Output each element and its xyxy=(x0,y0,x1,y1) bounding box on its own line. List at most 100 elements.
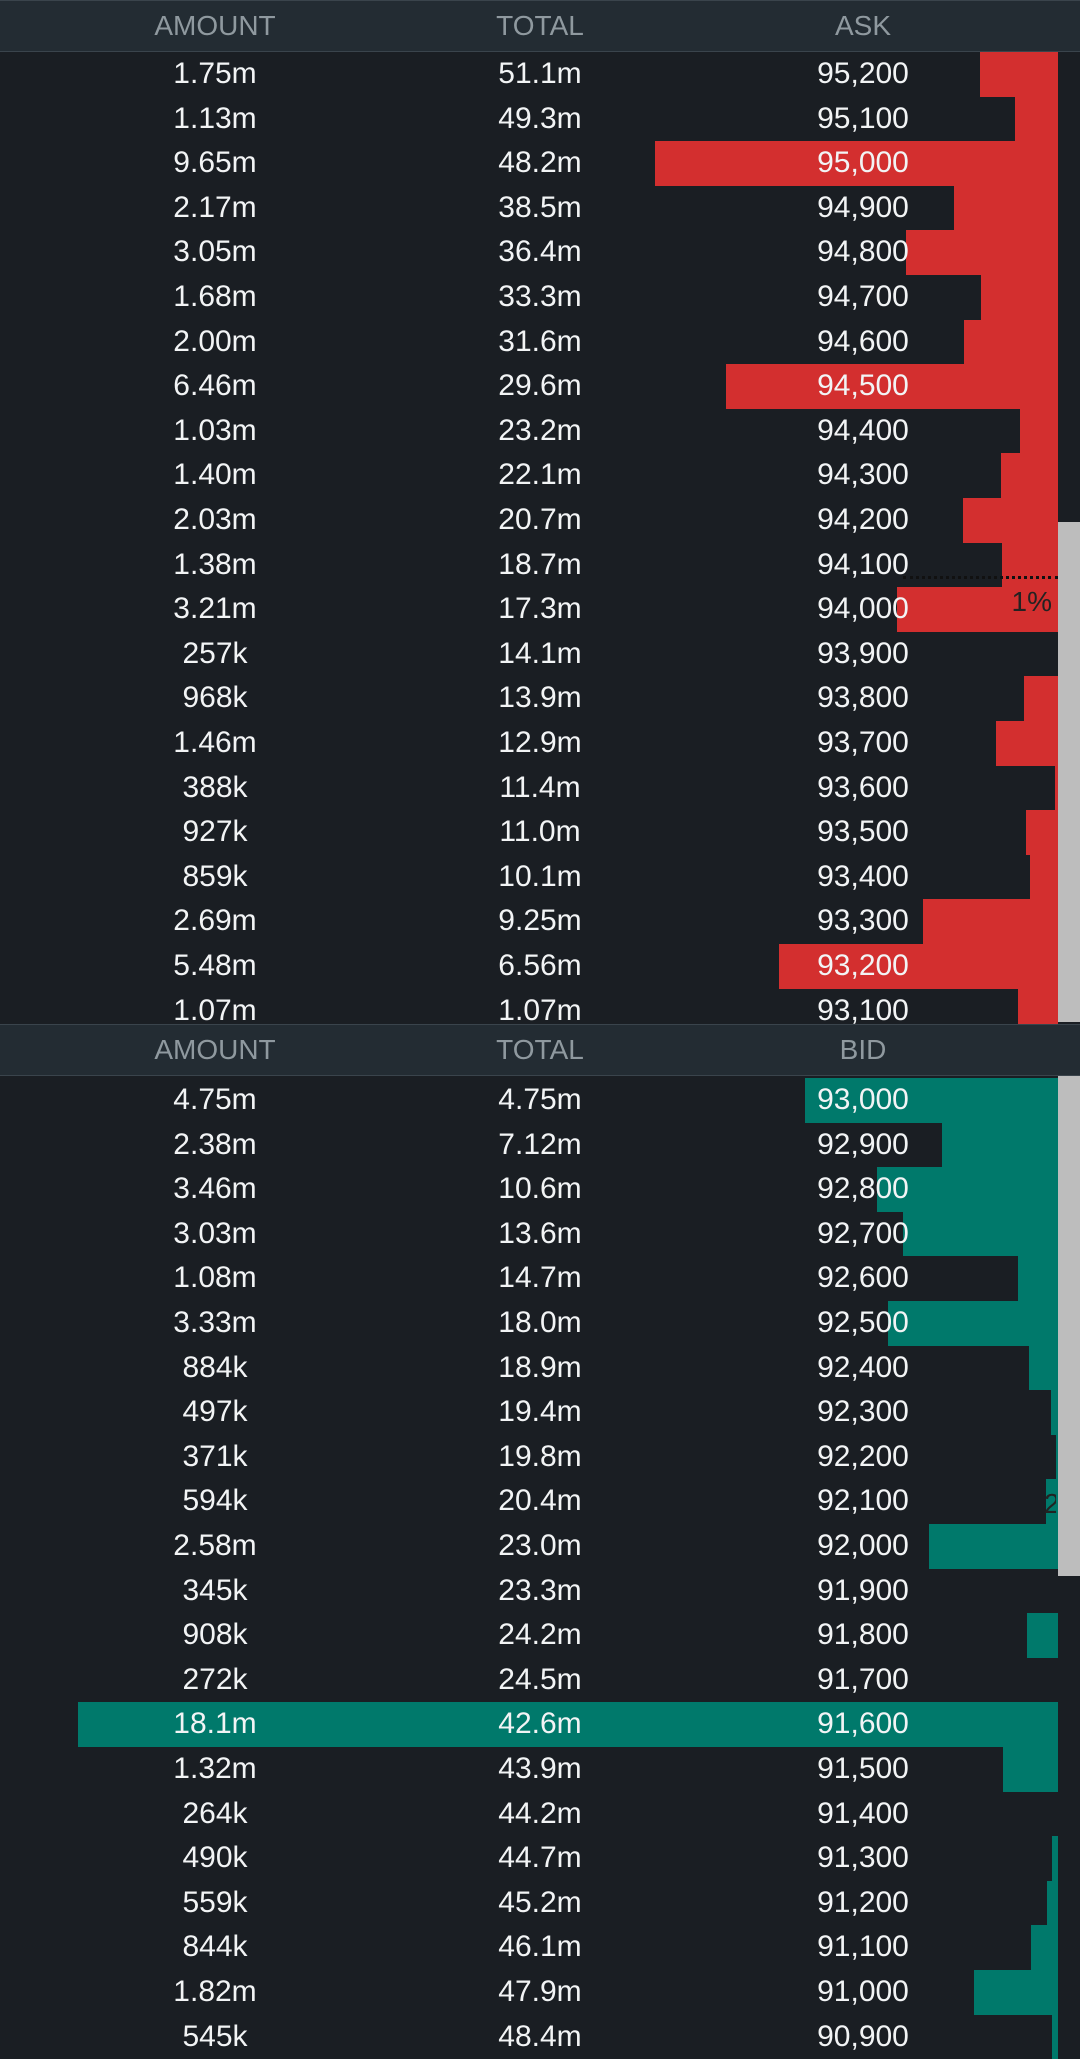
bid-header: AMOUNT TOTAL BID xyxy=(0,1024,1080,1076)
bid-amount: 884k xyxy=(182,1350,248,1384)
ask-amount: 859k xyxy=(182,859,248,893)
ask-amount: 1.13m xyxy=(173,101,257,135)
bid-row[interactable]: 490k 44.7m 91,300 xyxy=(0,1836,1080,1881)
bid-row[interactable]: 3.46m 10.6m 92,800 xyxy=(0,1167,1080,1212)
ask-size-bar xyxy=(655,141,1058,186)
bid-row[interactable]: 884k 18.9m 92,400 xyxy=(0,1345,1080,1391)
bid-amount: 908k xyxy=(182,1618,248,1652)
ask-row[interactable]: 1.13m 49.3m 95,100 xyxy=(0,96,1080,142)
bid-size-bar xyxy=(1055,1434,1058,1480)
bid-row[interactable]: 3.03m 13.6m 92,700 xyxy=(0,1211,1080,1257)
bid-total: 23.0m xyxy=(498,1529,582,1562)
bid-row[interactable]: 272k 24.5m 91,700 xyxy=(0,1658,1080,1703)
ask-amount-header: AMOUNT xyxy=(154,10,276,41)
bid-row[interactable]: 908k 24.2m 91,800 xyxy=(0,1613,1080,1658)
bid-scrollbar[interactable] xyxy=(1058,1076,1080,1576)
bid-row[interactable]: 497k 19.4m 92,300 xyxy=(0,1390,1080,1435)
ask-size-bar xyxy=(1001,453,1058,498)
bid-total: 42.6m xyxy=(498,1707,582,1741)
ask-row[interactable]: 1.68m 33.3m 94,700 xyxy=(0,275,1080,320)
ask-row[interactable]: 2.69m 9.25m 93,300 xyxy=(0,899,1080,944)
ask-total: 11.0m xyxy=(499,815,581,849)
bid-row[interactable]: 844k 46.1m 91,100 xyxy=(0,1925,1080,1970)
bid-row[interactable]: 559k 45.2m 91,200 xyxy=(0,1880,1080,1926)
ask-price: 95,000 xyxy=(817,146,909,180)
bid-row[interactable]: 1.82m 47.9m 91,000 xyxy=(0,1970,1080,2015)
bid-total: 4.75m xyxy=(498,1083,582,1116)
ask-row[interactable]: 2.03m 20.7m 94,200 xyxy=(0,498,1080,543)
ask-amount: 1.07m xyxy=(173,993,257,1027)
ask-size-bar xyxy=(1019,408,1058,454)
bid-amount: 490k xyxy=(182,1841,248,1875)
ask-amount: 2.69m xyxy=(173,904,257,938)
bid-row[interactable]: 2.38m 7.12m 92,900 xyxy=(0,1122,1080,1168)
ask-row[interactable]: 3.05m 36.4m 94,800 xyxy=(0,230,1080,275)
ask-row[interactable]: 1.46m 12.9m 93,700 xyxy=(0,721,1080,766)
bid-row[interactable]: 1.08m 14.7m 92,600 xyxy=(0,1256,1080,1301)
ask-price: 93,600 xyxy=(817,770,909,804)
ask-total: 11.4m xyxy=(499,770,581,804)
bid-price: 92,100 xyxy=(817,1484,909,1518)
ask-row[interactable]: 1.75m 51.1m 95,200 xyxy=(0,52,1080,97)
ask-total: 9.25m xyxy=(498,904,582,938)
ask-row[interactable]: 5.48m 6.56m 93,200 xyxy=(0,944,1080,989)
bid-price: 92,500 xyxy=(817,1306,909,1339)
ask-row[interactable]: 927k 11.0m 93,500 xyxy=(0,810,1080,855)
bid-amount: 3.46m xyxy=(173,1172,257,1206)
bid-row[interactable]: 594k 20.4m 92,100 xyxy=(0,1479,1080,1524)
ask-row[interactable]: 388k 11.4m 93,600 xyxy=(0,765,1080,811)
ask-amount: 6.46m xyxy=(173,369,257,403)
bid-size-bar xyxy=(1031,1925,1058,1970)
ask-price: 94,900 xyxy=(817,190,909,224)
ask-row[interactable]: 9.65m 48.2m 95,000 xyxy=(0,141,1080,186)
bid-row[interactable]: 545k 48.4m 90,900 xyxy=(0,2014,1080,2059)
bid-depth-bar xyxy=(1046,1880,1058,1926)
ask-row[interactable]: 2.17m 38.5m 94,900 xyxy=(0,185,1080,231)
bid-row[interactable]: 371k 19.8m 92,200 xyxy=(0,1434,1080,1480)
ask-size-bar xyxy=(1054,765,1058,811)
ask-amount: 1.46m xyxy=(173,726,257,759)
ask-row[interactable]: 2.00m 31.6m 94,600 xyxy=(0,319,1080,365)
bid-row[interactable]: 2.58m 23.0m 92,000 xyxy=(0,1524,1080,1569)
ask-row[interactable]: 3.21m 17.3m 94,000 xyxy=(0,587,1080,632)
ask-price: 94,100 xyxy=(817,547,909,581)
ask-size-bar xyxy=(1025,810,1058,855)
ask-row[interactable]: 1.38m 18.7m 94,100 xyxy=(0,542,1080,588)
bid-row[interactable]: 264k 44.2m 91,400 xyxy=(0,1792,1080,1837)
bid-size-bar xyxy=(1050,1390,1058,1435)
ask-row[interactable]: 968k 13.9m 93,800 xyxy=(0,676,1080,721)
bid-row[interactable]: 4.75m 4.75m 93,000 xyxy=(0,1078,1080,1123)
ask-amount: 388k xyxy=(182,770,248,804)
ask-price: 93,700 xyxy=(817,726,909,759)
bid-row[interactable]: 345k 23.3m 91,900 xyxy=(0,1569,1080,1614)
bid-total: 7.12m xyxy=(498,1127,582,1161)
ask-price: 94,700 xyxy=(817,280,909,313)
ask-row[interactable]: 1.03m 23.2m 94,400 xyxy=(0,408,1080,454)
ask-row[interactable]: 257k 14.1m 93,900 xyxy=(0,632,1080,677)
bid-depth-marker-label: 2 xyxy=(1044,1488,1056,1519)
bid-size-bar xyxy=(941,1122,1058,1168)
ask-row[interactable]: 6.46m 29.6m 94,500 xyxy=(0,364,1080,409)
bid-row[interactable]: 18.1m 42.6m 91,600 xyxy=(0,1702,1080,1747)
ask-total: 36.4m xyxy=(498,235,582,269)
bid-size-bar xyxy=(928,1524,1058,1569)
bid-size-bar xyxy=(1017,1256,1058,1301)
bid-size-bar xyxy=(805,1078,1058,1123)
ask-amount: 1.40m xyxy=(173,458,257,492)
ask-total: 31.6m xyxy=(498,324,582,358)
bid-total: 13.6m xyxy=(498,1216,582,1250)
ask-scrollbar[interactable] xyxy=(1058,522,1080,1022)
bid-total: 46.1m xyxy=(498,1930,582,1964)
bid-row[interactable]: 3.33m 18.0m 92,500 xyxy=(0,1301,1080,1346)
ask-size-bar xyxy=(726,364,1058,409)
ask-row[interactable]: 859k 10.1m 93,400 xyxy=(0,854,1080,900)
bid-total: 24.5m xyxy=(498,1662,582,1696)
bid-total: 47.9m xyxy=(498,1975,582,2008)
ask-size-bar xyxy=(779,944,1058,989)
bid-row[interactable]: 1.32m 43.9m 91,500 xyxy=(0,1747,1080,1792)
ask-price: 93,500 xyxy=(817,815,909,849)
ask-row[interactable]: 1.40m 22.1m 94,300 xyxy=(0,453,1080,498)
bid-size-bar xyxy=(1029,1345,1058,1391)
bid-size-bar xyxy=(902,1211,1058,1257)
ask-total: 18.7m xyxy=(498,547,582,581)
